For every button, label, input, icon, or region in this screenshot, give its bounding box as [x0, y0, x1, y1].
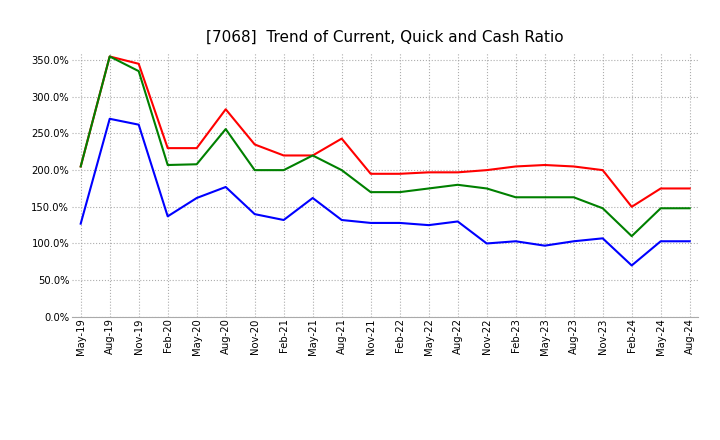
Current Ratio [482, 168, 491, 173]
Cash Ratio [511, 238, 520, 244]
Cash Ratio [541, 243, 549, 248]
Line: Current Ratio: Current Ratio [81, 56, 690, 207]
Current Ratio [163, 146, 172, 151]
Quick Ratio [657, 205, 665, 211]
Cash Ratio [279, 217, 288, 223]
Quick Ratio [627, 234, 636, 239]
Quick Ratio [366, 190, 375, 195]
Cash Ratio [482, 241, 491, 246]
Cash Ratio [395, 220, 404, 226]
Current Ratio [541, 162, 549, 168]
Quick Ratio [685, 205, 694, 211]
Quick Ratio [598, 205, 607, 211]
Current Ratio [395, 171, 404, 176]
Cash Ratio [221, 184, 230, 190]
Cash Ratio [424, 223, 433, 228]
Quick Ratio [511, 194, 520, 200]
Cash Ratio [251, 212, 259, 217]
Quick Ratio [570, 194, 578, 200]
Cash Ratio [308, 195, 317, 201]
Quick Ratio [251, 168, 259, 173]
Current Ratio [221, 106, 230, 112]
Current Ratio [598, 168, 607, 173]
Quick Ratio [221, 126, 230, 132]
Quick Ratio [541, 194, 549, 200]
Current Ratio [511, 164, 520, 169]
Current Ratio [105, 54, 114, 59]
Quick Ratio [424, 186, 433, 191]
Current Ratio [308, 153, 317, 158]
Cash Ratio [76, 221, 85, 226]
Quick Ratio [279, 168, 288, 173]
Cash Ratio [685, 238, 694, 244]
Current Ratio [627, 204, 636, 209]
Quick Ratio [338, 168, 346, 173]
Cash Ratio [657, 238, 665, 244]
Current Ratio [279, 153, 288, 158]
Current Ratio [657, 186, 665, 191]
Current Ratio [338, 136, 346, 141]
Quick Ratio [76, 164, 85, 169]
Cash Ratio [366, 220, 375, 226]
Quick Ratio [454, 182, 462, 187]
Current Ratio [366, 171, 375, 176]
Quick Ratio [105, 54, 114, 59]
Quick Ratio [135, 69, 143, 74]
Cash Ratio [135, 122, 143, 127]
Cash Ratio [598, 236, 607, 241]
Cash Ratio [163, 214, 172, 219]
Current Ratio [251, 142, 259, 147]
Current Ratio [685, 186, 694, 191]
Cash Ratio [454, 219, 462, 224]
Current Ratio [76, 164, 85, 169]
Quick Ratio [163, 162, 172, 168]
Line: Cash Ratio: Cash Ratio [81, 119, 690, 265]
Current Ratio [135, 61, 143, 66]
Quick Ratio [308, 153, 317, 158]
Current Ratio [192, 146, 201, 151]
Cash Ratio [338, 217, 346, 223]
Current Ratio [454, 170, 462, 175]
Quick Ratio [482, 186, 491, 191]
Current Ratio [424, 170, 433, 175]
Cash Ratio [570, 238, 578, 244]
Cash Ratio [192, 195, 201, 201]
Cash Ratio [627, 263, 636, 268]
Line: Quick Ratio: Quick Ratio [81, 56, 690, 236]
Current Ratio [570, 164, 578, 169]
Quick Ratio [192, 161, 201, 167]
Cash Ratio [105, 116, 114, 121]
Title: [7068]  Trend of Current, Quick and Cash Ratio: [7068] Trend of Current, Quick and Cash … [207, 29, 564, 45]
Quick Ratio [395, 190, 404, 195]
